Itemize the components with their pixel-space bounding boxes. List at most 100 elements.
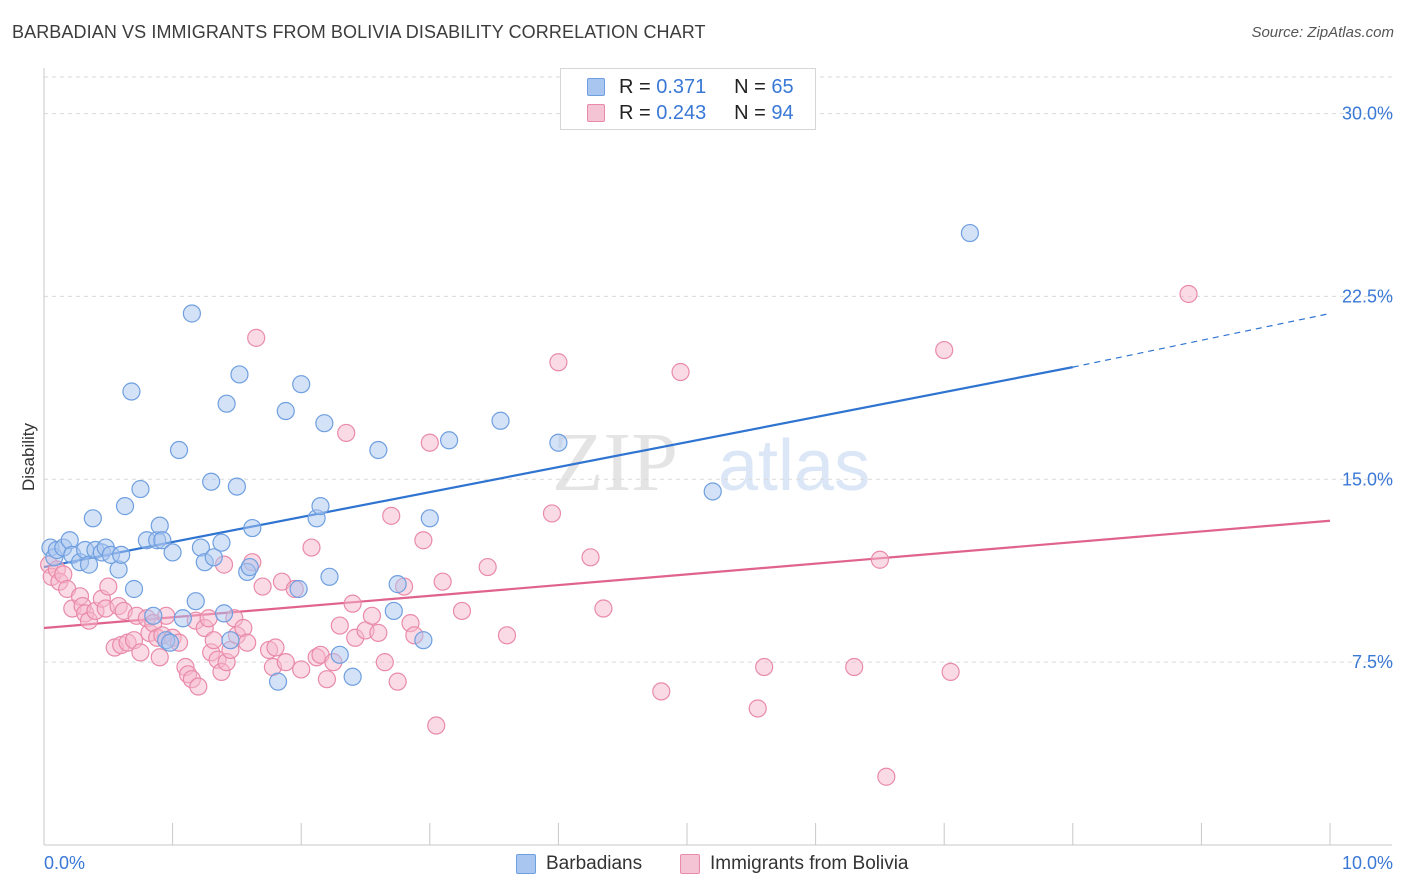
barbadian-point <box>173 609 192 628</box>
bolivia-point <box>247 328 266 347</box>
barbadian-point <box>491 411 510 430</box>
bolivia-point <box>433 572 452 591</box>
barbadian-point <box>268 672 288 691</box>
barbadian-point <box>420 509 439 528</box>
bolivia-point <box>652 682 671 701</box>
barbadian-point <box>182 304 201 323</box>
axis-labels: 7.5% 15.0% 22.5% 30.0% 0.0% 10.0% <box>44 104 1393 873</box>
bolivia-point <box>1179 284 1198 304</box>
bolivia-point <box>131 643 150 662</box>
legend-swatch-bolivia <box>680 854 700 874</box>
barbadian-point <box>276 401 295 421</box>
bolivia-point <box>238 633 257 652</box>
barbadian-point <box>204 548 223 567</box>
barbadian-point <box>163 543 182 562</box>
barbadian-point <box>83 509 102 528</box>
source-label: Source: ZipAtlas.com <box>1251 24 1394 41</box>
bolivia-point <box>343 594 362 613</box>
barbadian-point <box>320 567 339 586</box>
bolivia-point <box>266 638 285 657</box>
legend-item-bolivia[interactable]: Immigrants from Bolivia <box>680 853 909 875</box>
bolivia-point <box>375 653 394 672</box>
bolivia-point <box>870 550 890 569</box>
legend-n-value: 94 <box>771 102 794 124</box>
legend-swatch-blue <box>587 78 605 96</box>
watermark: ZIP atlas <box>552 416 870 509</box>
bolivia-point <box>189 677 208 696</box>
bolivia-point <box>941 662 960 681</box>
barbadian-point <box>439 431 459 450</box>
x-tick-label: 0.0% <box>44 853 85 873</box>
watermark-atlas: atlas <box>718 426 870 506</box>
barbadian-point <box>292 375 311 394</box>
bolivia-point <box>497 626 517 645</box>
bolivia-point <box>414 531 433 550</box>
bolivia-point <box>581 548 600 567</box>
barbadian-point <box>384 601 403 621</box>
bolivia-point <box>362 606 382 625</box>
bolivia-point <box>542 504 562 523</box>
bolivia-point <box>478 557 497 577</box>
bolivia-point <box>671 362 690 382</box>
barbadian-point <box>112 545 131 564</box>
trend-line-bolivia <box>43 519 1331 630</box>
bolivia-point <box>452 601 472 621</box>
barbadian-point <box>230 365 249 384</box>
y-tick-label: 7.5% <box>1352 652 1393 672</box>
bolivia-point <box>330 616 349 635</box>
bolivia-point <box>204 631 223 650</box>
legend-label-bolivia: Immigrants from Bolivia <box>710 853 909 874</box>
barbadian-point <box>221 631 240 650</box>
y-axis-title: Disability <box>19 422 38 491</box>
series-legend: Barbadians Immigrants from Bolivia <box>0 850 1406 880</box>
legend-label-barbadians: Barbadians <box>546 853 643 874</box>
trend-line-barbadians <box>43 366 1074 569</box>
bolivia-point <box>845 657 864 677</box>
barbadian-point <box>388 575 407 594</box>
chart-title: BARBADIAN VS IMMIGRANTS FROM BOLIVIA DIS… <box>12 22 706 42</box>
y-tick-label: 22.5% <box>1342 286 1393 306</box>
axes <box>43 68 1392 846</box>
legend-r-value: 0.371 <box>656 76 707 98</box>
legend-swatch-pink <box>587 104 605 122</box>
legend-n-value: 65 <box>771 76 794 98</box>
legend-item-barbadians[interactable]: Barbadians <box>516 853 642 875</box>
barbadian-point <box>703 482 722 501</box>
bolivia-point <box>388 672 407 691</box>
barbadian-point <box>414 631 433 650</box>
legend-n-label: N = <box>734 76 766 98</box>
bolivia-point <box>549 353 568 372</box>
barbadian-point <box>160 633 180 652</box>
barbadian-point <box>289 579 308 599</box>
bolivia-point <box>253 577 272 596</box>
legend-swatch-barbadians <box>516 854 536 874</box>
barbadian-point <box>153 531 172 550</box>
watermark-zip: ZIP <box>552 416 678 509</box>
barbadian-point <box>214 604 234 623</box>
legend-r-value: 0.243 <box>656 102 707 124</box>
bolivia-point <box>382 506 401 525</box>
barbadian-point <box>315 414 334 433</box>
barbadian-point <box>144 606 163 625</box>
bolivia-point <box>420 433 439 452</box>
barbadian-point <box>122 382 141 401</box>
barbadian-point <box>243 518 262 538</box>
data-points <box>40 223 1198 786</box>
trend-line-barbadians-extension <box>1072 312 1331 368</box>
barbadian-point <box>131 479 150 499</box>
barbadian-point <box>202 472 221 491</box>
bolivia-point <box>150 648 169 667</box>
correlation-legend: R = 0.371 N = 65 R = 0.243 N = 94 <box>560 68 816 130</box>
barbadian-point <box>217 394 236 413</box>
bolivia-point <box>748 699 767 718</box>
barbadian-point <box>124 579 144 599</box>
bolivia-point <box>337 423 356 443</box>
y-tick-label: 30.0% <box>1342 104 1393 124</box>
bolivia-point <box>427 716 446 735</box>
barbadian-point <box>227 477 246 496</box>
bolivia-point <box>317 670 337 689</box>
trend-lines <box>43 312 1331 630</box>
bolivia-point <box>276 653 295 672</box>
barbadian-point <box>343 667 362 686</box>
